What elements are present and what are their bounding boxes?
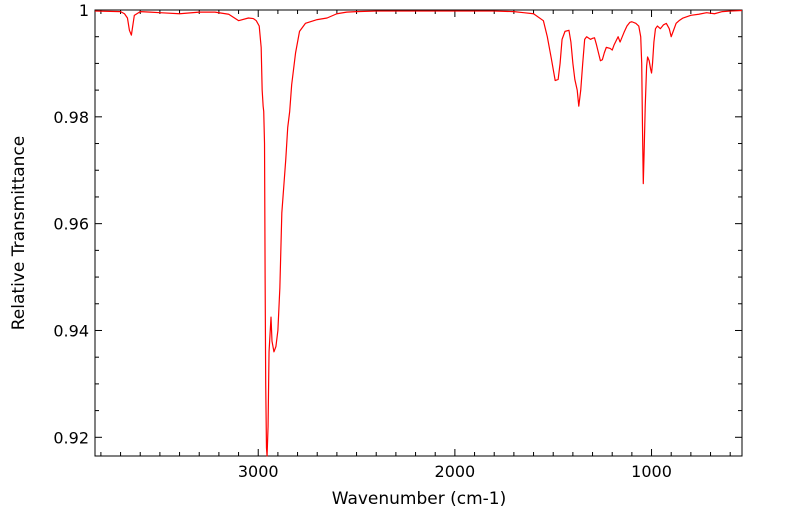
axis-tick-labels: 3000 2000 1000 1 0.98 0.96 0.94 0.92 xyxy=(53,1,672,481)
x-axis-title: Wavenumber (cm-1) xyxy=(332,489,507,509)
y-tick-label: 0.98 xyxy=(53,108,89,127)
y-tick-label: 0.94 xyxy=(53,321,89,340)
plot-frame xyxy=(94,9,743,457)
x-tick-label: 1000 xyxy=(631,462,672,481)
axis-ticks xyxy=(95,9,742,456)
y-tick-label: 0.92 xyxy=(53,428,89,447)
spectrum-line xyxy=(94,9,743,457)
x-tick-label: 3000 xyxy=(238,462,279,481)
series-layer xyxy=(94,9,743,457)
y-tick-label: 1 xyxy=(79,1,89,20)
y-axis-title: Relative Transmittance xyxy=(9,136,29,331)
x-tick-label: 2000 xyxy=(435,462,476,481)
y-tick-label: 0.96 xyxy=(53,215,89,234)
